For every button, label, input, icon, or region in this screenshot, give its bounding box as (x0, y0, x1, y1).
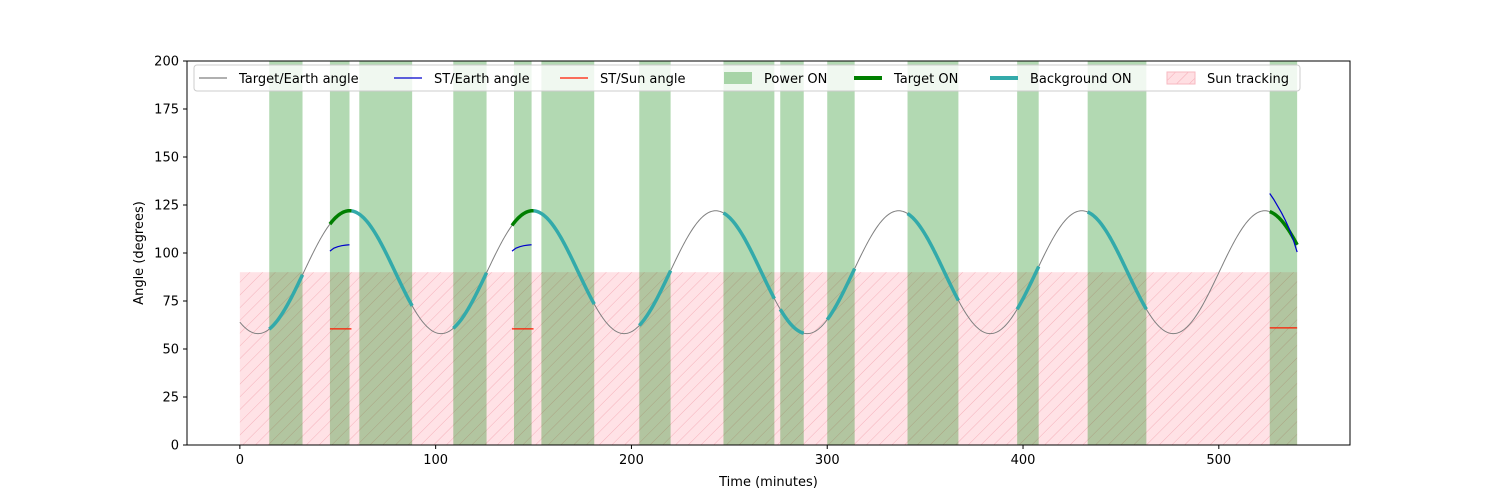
power-on-span (453, 61, 487, 445)
background-on-segment (778, 308, 805, 335)
background-on-segment (533, 209, 596, 305)
y-tick-label: 75 (162, 295, 179, 310)
y-tick-label: 200 (154, 55, 179, 70)
legend-label: Power ON (764, 72, 827, 87)
y-tick-label: 175 (154, 103, 179, 118)
power-on-span (639, 61, 671, 445)
st-earth-angle-segment (1269, 193, 1298, 253)
legend-entry: Target/Earth angle (199, 72, 359, 87)
legend-label: Background ON (1030, 72, 1132, 87)
legend-swatch (724, 72, 752, 84)
background-on-segment (351, 209, 414, 307)
power-on-span (723, 61, 775, 445)
legend-label: Sun tracking (1207, 72, 1289, 87)
background-on-segment (1086, 210, 1148, 311)
power-on-span (513, 61, 532, 445)
background-on-segment (268, 274, 305, 331)
y-tick-label: 100 (154, 247, 179, 262)
x-axis-title: Time (minutes) (718, 475, 818, 490)
power-on-span (329, 61, 350, 445)
power-on-span (907, 61, 959, 445)
sun-tracking-region (1269, 272, 1298, 445)
x-tick-label: 0 (236, 453, 244, 468)
power-on-regions (269, 61, 1298, 445)
legend-entry: Background ON (990, 72, 1132, 87)
power-on-span (269, 61, 303, 445)
sun-tracking-regions (239, 272, 1298, 445)
background-on-segment (722, 211, 776, 300)
x-tick-label: 300 (815, 453, 840, 468)
background-on-segment (906, 212, 960, 302)
legend-entry: Target ON (854, 72, 958, 87)
target-on-segment (510, 209, 534, 227)
legend-box (193, 64, 1301, 92)
background-on-segment (825, 267, 857, 321)
background-on-segment (452, 271, 489, 330)
power-on-span (1269, 61, 1298, 445)
legend-label: Target ON (893, 72, 958, 87)
x-tick-label: 400 (1011, 453, 1036, 468)
y-tick-label: 25 (162, 391, 179, 406)
legend-label: ST/Sun angle (600, 72, 686, 87)
legend-entry: ST/Earth angle (394, 72, 530, 87)
legend-swatch (1166, 71, 1196, 85)
legend-entry: Sun tracking (1166, 71, 1289, 87)
legend-entry: ST/Sun angle (560, 72, 686, 87)
y-tick-label: 50 (162, 343, 179, 358)
x-tick-label: 100 (423, 453, 448, 468)
background-on-segment (1015, 265, 1041, 311)
y-tick-label: 0 (171, 439, 179, 454)
y-tick-label: 125 (154, 199, 179, 214)
legend-entry: Power ON (724, 72, 827, 87)
st-earth-angle-segment (511, 244, 532, 252)
background-on-segment (638, 269, 673, 327)
power-on-span (1017, 61, 1039, 445)
power-on-span (827, 61, 855, 445)
target-on-segment (328, 209, 352, 226)
series-lines (239, 193, 1299, 335)
legend-label: Target/Earth angle (238, 72, 359, 87)
legend: Target/Earth angle ST/Earth angle ST/Sun a… (193, 64, 1301, 92)
y-tick-label: 150 (154, 151, 179, 166)
x-tick-label: 500 (1206, 453, 1231, 468)
x-tick-label: 200 (619, 453, 644, 468)
st-earth-angle-segment (329, 244, 350, 252)
legend-label: ST/Earth angle (434, 72, 530, 87)
axes: 0 100 200 300 400 500 0 25 50 75 100 125 150 175 200 (154, 55, 1231, 469)
sun-tracking-region (239, 272, 1270, 445)
power-on-span (780, 61, 804, 445)
y-axis-title: Angle (degrees) (132, 201, 147, 305)
